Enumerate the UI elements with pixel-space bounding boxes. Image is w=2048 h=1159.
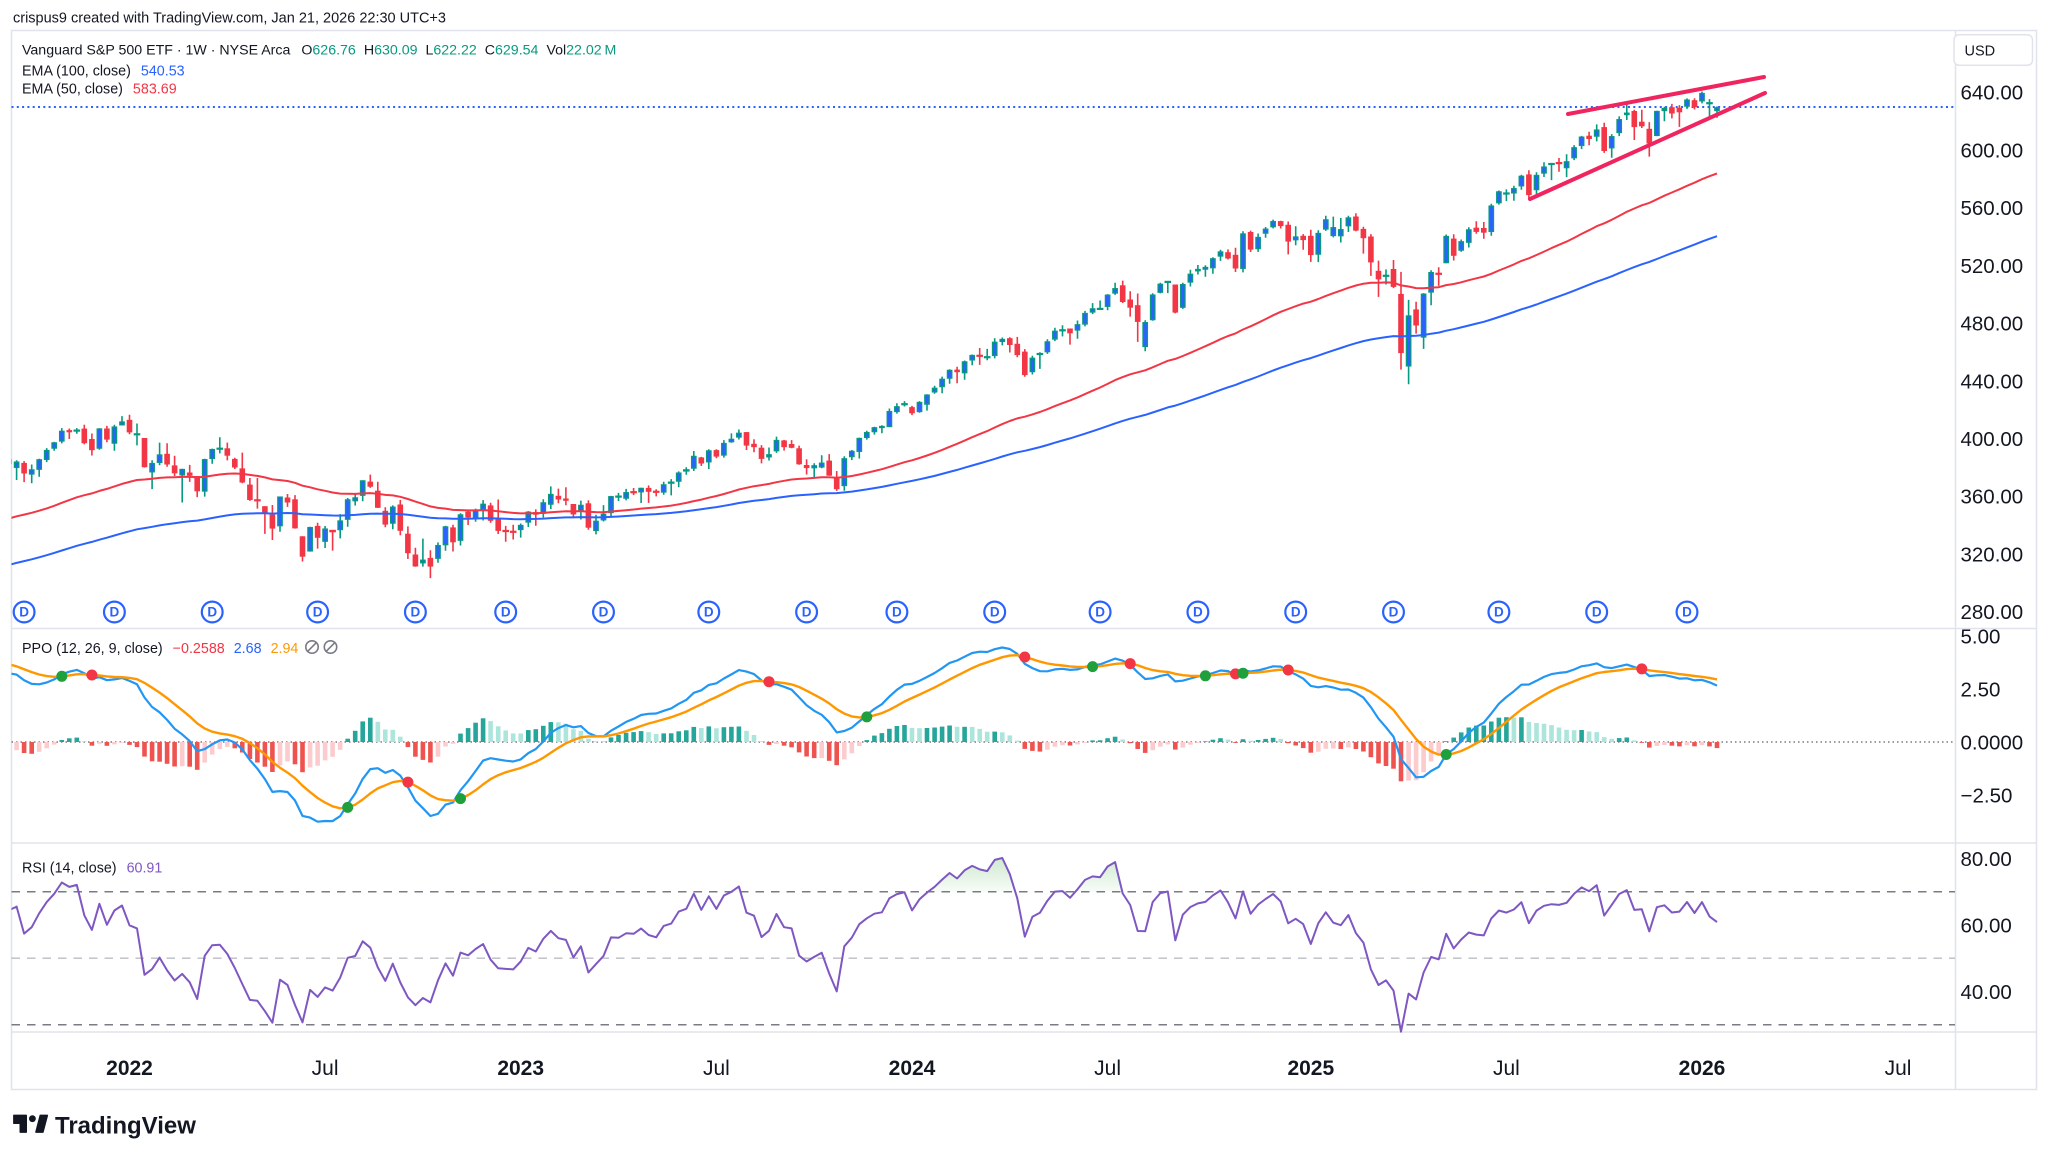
svg-text:D: D xyxy=(1389,605,1399,620)
svg-text:Jul: Jul xyxy=(1094,1057,1121,1080)
svg-text:80.00: 80.00 xyxy=(1961,848,2012,871)
svg-text:D: D xyxy=(1193,605,1203,620)
svg-text:60.00: 60.00 xyxy=(1961,915,2012,938)
svg-text:40.00: 40.00 xyxy=(1961,981,2012,1004)
svg-text:TradingView: TradingView xyxy=(55,1113,196,1140)
svg-text:D: D xyxy=(501,605,511,620)
svg-text:D: D xyxy=(207,605,217,620)
svg-text:USD: USD xyxy=(1965,44,1996,60)
svg-text:D: D xyxy=(1291,605,1301,620)
svg-text:D: D xyxy=(1592,605,1602,620)
svg-text:Jul: Jul xyxy=(312,1057,339,1080)
svg-text:D: D xyxy=(313,605,323,620)
svg-text:D: D xyxy=(110,605,120,620)
svg-text:D: D xyxy=(411,605,421,620)
svg-text:D: D xyxy=(1682,605,1692,620)
svg-text:2023: 2023 xyxy=(497,1057,544,1080)
svg-text:Jul: Jul xyxy=(703,1057,730,1080)
svg-text:5.00: 5.00 xyxy=(1961,626,2001,649)
svg-text:640.00: 640.00 xyxy=(1961,82,2024,105)
svg-text:EMA (50, close)583.69: EMA (50, close) 583.69 xyxy=(22,82,177,98)
svg-text:2022: 2022 xyxy=(106,1057,153,1080)
svg-text:D: D xyxy=(599,605,609,620)
svg-text:D: D xyxy=(19,605,29,620)
svg-text:0.0000: 0.0000 xyxy=(1961,732,2024,755)
svg-text:2026: 2026 xyxy=(1679,1057,1726,1080)
svg-text:440.00: 440.00 xyxy=(1961,370,2024,393)
svg-text:2025: 2025 xyxy=(1287,1057,1334,1080)
svg-text:600.00: 600.00 xyxy=(1961,139,2024,162)
svg-text:480.00: 480.00 xyxy=(1961,313,2024,336)
svg-text:2.50: 2.50 xyxy=(1961,679,2001,702)
svg-text:crispus9 created with TradingV: crispus9 created with TradingView.com, J… xyxy=(13,11,446,27)
svg-text:EMA (100, close)540.53: EMA (100, close) 540.53 xyxy=(22,64,185,80)
svg-text:320.00: 320.00 xyxy=(1961,544,2024,567)
svg-text:Jul: Jul xyxy=(1885,1057,1912,1080)
svg-text:D: D xyxy=(1095,605,1105,620)
svg-text:400.00: 400.00 xyxy=(1961,428,2024,451)
svg-text:560.00: 560.00 xyxy=(1961,197,2024,220)
svg-text:Vanguard S&P 500 ETF · 1W · NY: Vanguard S&P 500 ETF · 1W · NYSE Arca O62… xyxy=(22,43,616,59)
svg-text:D: D xyxy=(802,605,812,620)
svg-text:520.00: 520.00 xyxy=(1961,255,2024,278)
svg-text:D: D xyxy=(704,605,714,620)
svg-text:Jul: Jul xyxy=(1493,1057,1520,1080)
svg-text:D: D xyxy=(1494,605,1504,620)
svg-text:D: D xyxy=(892,605,902,620)
svg-text:RSI (14, close)60.91: RSI (14, close) 60.91 xyxy=(22,861,162,877)
svg-text:2024: 2024 xyxy=(889,1057,936,1080)
svg-text:−2.50: −2.50 xyxy=(1961,785,2013,808)
svg-text:360.00: 360.00 xyxy=(1961,486,2024,509)
svg-text:D: D xyxy=(990,605,1000,620)
svg-text:280.00: 280.00 xyxy=(1961,601,2024,624)
